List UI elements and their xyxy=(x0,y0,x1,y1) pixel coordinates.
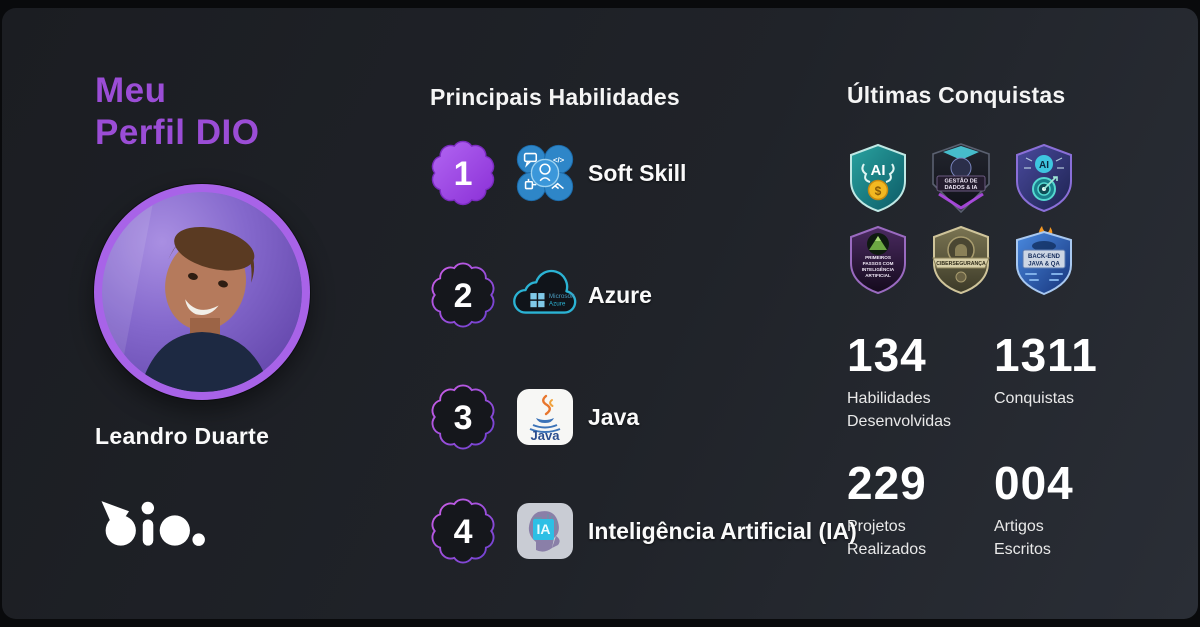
svg-text:Microsoft: Microsoft xyxy=(549,293,575,300)
rank-1-seal-icon: 1 xyxy=(431,140,495,206)
svg-text:PASSOS COM: PASSOS COM xyxy=(863,261,894,266)
skill-label-soft-skill: Soft Skill xyxy=(588,159,687,186)
skill-label-azure: Azure xyxy=(588,281,652,308)
java-icon: Java xyxy=(517,389,573,445)
inteligencia-artificial-icon: IA xyxy=(517,503,573,559)
skill-label-java: Java xyxy=(588,403,640,430)
svg-text:CIBERSEGURANÇA: CIBERSEGURANÇA xyxy=(936,261,986,267)
skill-row-azure: 2 Microsoft Azure Azure xyxy=(430,260,652,330)
page-title-line2: Perfil DIO xyxy=(95,113,260,152)
svg-text:INTELIGÊNCIA: INTELIGÊNCIA xyxy=(862,265,895,272)
rank-3-seal-icon: 3 xyxy=(431,384,495,450)
ciberseguranca-badge: CIBERSEGURANÇA xyxy=(928,224,994,296)
svg-text:$: $ xyxy=(875,184,882,198)
svg-text:BACK-END: BACK-END xyxy=(1028,254,1061,260)
svg-text:AI: AI xyxy=(871,162,886,179)
ia-target-badge: AI xyxy=(1011,142,1077,214)
achievements-heading: Últimas Conquistas xyxy=(847,82,1066,108)
svg-text:JAVA & QA: JAVA & QA xyxy=(1028,262,1060,268)
backend-java-qa-badge: BACK-END JAVA & QA xyxy=(1011,224,1077,296)
svg-text:ARTIFICIAL: ARTIFICIAL xyxy=(865,273,891,278)
stat-projetos-value: 229 xyxy=(847,457,927,509)
stat-artigos-label: Artigos Escritos xyxy=(994,518,1051,559)
card-panel: Meu Perfil DIO xyxy=(2,8,1198,619)
svg-text:PRIMEIROS: PRIMEIROS xyxy=(865,255,891,260)
stat-habilidades: 134 Habilidades Desenvolvidas xyxy=(847,331,997,434)
ia-financas-badge: AI $ xyxy=(845,142,911,214)
stat-projetos-label: Projetos Realizados xyxy=(847,518,927,559)
stat-artigos: 004 Artigos Escritos xyxy=(994,459,1144,562)
skill-row-soft-skill: 1 xyxy=(430,138,686,208)
rank-2-seal-icon: 2 xyxy=(431,262,495,328)
stat-conquistas-label: Conquistas xyxy=(994,390,1075,408)
rank-4-seal-icon: 4 xyxy=(431,498,495,564)
skill-row-java: 3 Java Java xyxy=(430,382,639,452)
svg-text:3: 3 xyxy=(454,399,473,437)
achievements-grid: AI $ GESTÃO DE DADOS & IA xyxy=(845,142,1079,296)
svg-text:2: 2 xyxy=(454,277,473,315)
avatar xyxy=(94,184,310,400)
stat-artigos-value: 004 xyxy=(994,457,1074,509)
page-title-line1: Meu xyxy=(95,71,167,110)
skill-label-ia: Inteligência Artificial (IA) xyxy=(588,517,857,544)
stat-habilidades-value: 134 xyxy=(847,329,927,381)
stat-conquistas-value: 1311 xyxy=(994,329,1098,381)
svg-text:DADOS & IA: DADOS & IA xyxy=(945,185,978,191)
svg-text:4: 4 xyxy=(454,513,473,551)
svg-text:AI: AI xyxy=(1039,160,1049,171)
stat-habilidades-label: Habilidades Desenvolvidas xyxy=(847,390,952,431)
skill-row-ia: 4 IA Inteligência Artificial (IA) xyxy=(430,496,857,566)
stat-projetos: 229 Projetos Realizados xyxy=(847,459,997,562)
primeiros-passos-ia-badge: PRIMEIROS PASSOS COM INTELIGÊNCIA ARTIFI… xyxy=(845,224,911,296)
page-title: Meu Perfil DIO xyxy=(95,70,259,154)
profile-name: Leandro Duarte xyxy=(95,423,270,449)
avatar-photo xyxy=(102,192,302,392)
stat-conquistas: 1311 Conquistas xyxy=(994,331,1144,411)
svg-text:Java: Java xyxy=(531,428,561,443)
dio-logo xyxy=(101,501,205,546)
gestao-de-dados-ia-badge: GESTÃO DE DADOS & IA xyxy=(928,142,994,214)
skills-heading: Principais Habilidades xyxy=(430,84,680,110)
soft-skill-icon: </> xyxy=(516,144,574,202)
svg-text:1: 1 xyxy=(454,155,473,193)
azure-icon: Microsoft Azure xyxy=(513,269,577,314)
svg-text:GESTÃO DE: GESTÃO DE xyxy=(945,178,978,185)
svg-text:Azure: Azure xyxy=(549,301,566,308)
svg-text:</>: </> xyxy=(553,155,565,164)
svg-text:IA: IA xyxy=(537,521,551,537)
